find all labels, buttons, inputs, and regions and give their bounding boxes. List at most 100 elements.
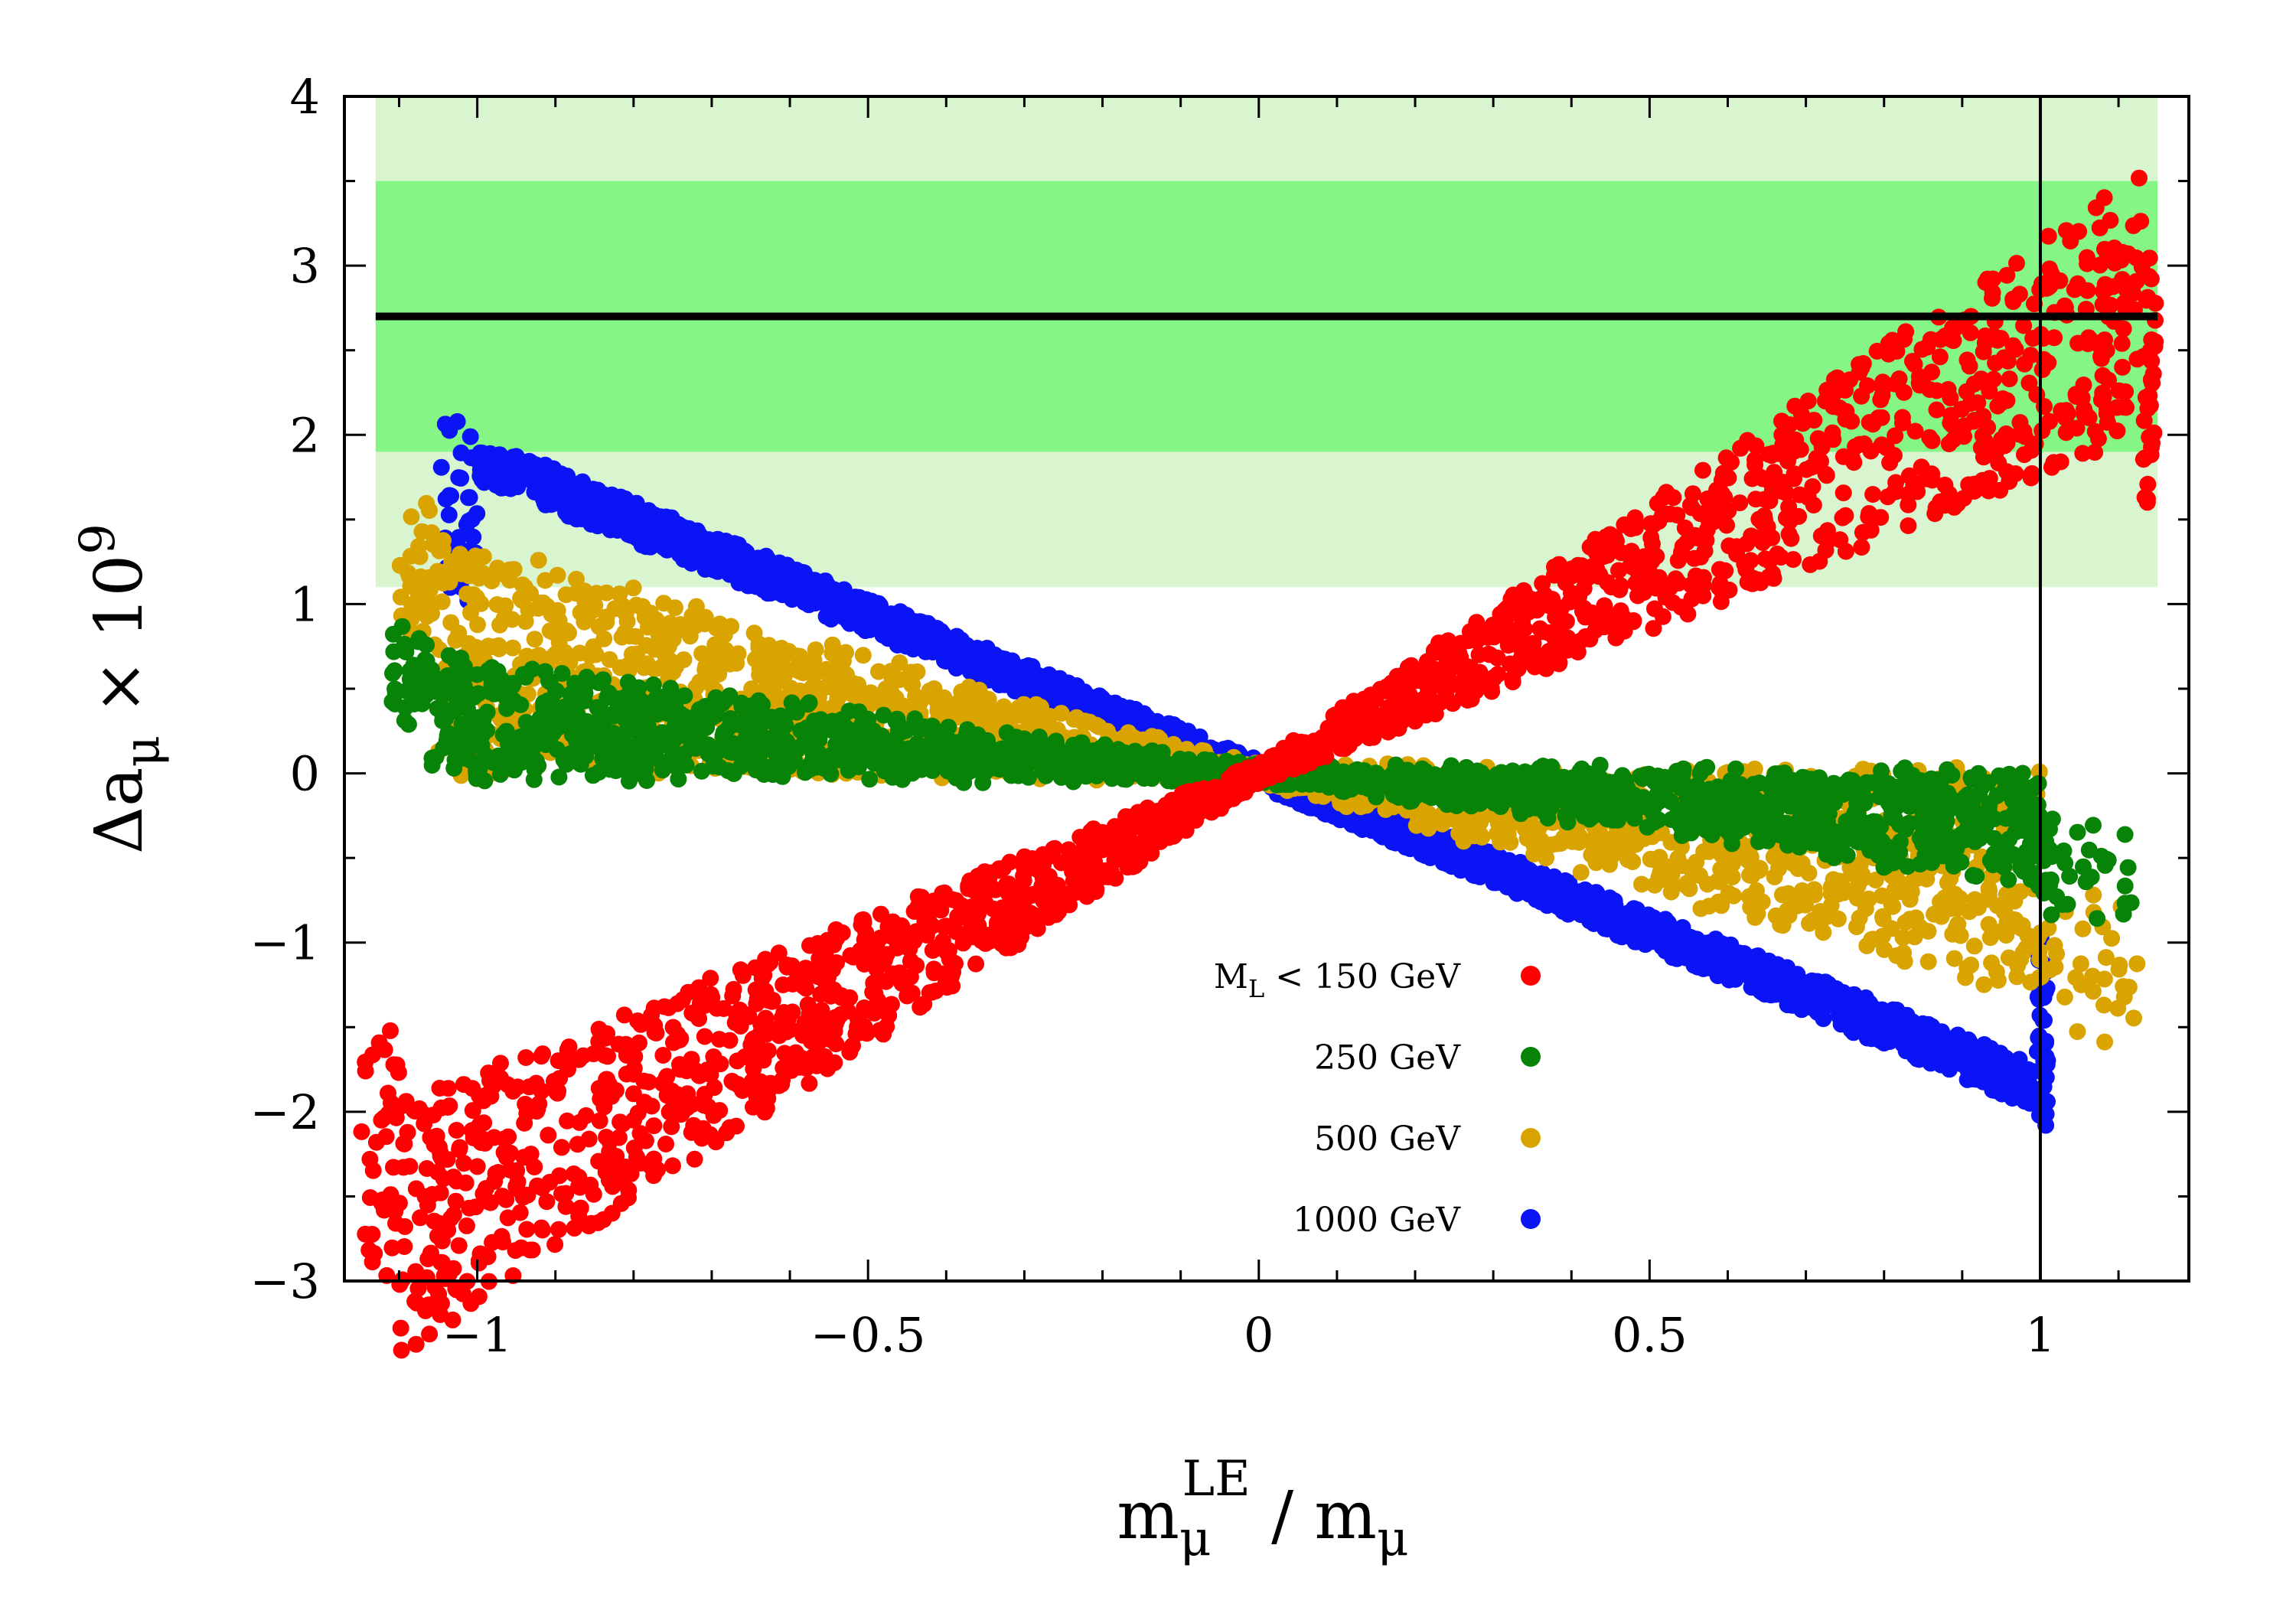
point — [1991, 1045, 2009, 1062]
point — [817, 660, 835, 678]
point — [1604, 830, 1622, 847]
point — [460, 512, 478, 530]
point — [1678, 875, 1695, 892]
point — [801, 694, 818, 712]
point — [530, 552, 547, 569]
point — [917, 643, 934, 660]
point — [504, 639, 521, 657]
point — [2125, 1009, 2142, 1027]
point — [1583, 846, 1600, 864]
point — [1401, 837, 1417, 855]
point — [1831, 872, 1849, 890]
point — [657, 510, 674, 527]
point — [875, 626, 892, 644]
point — [616, 624, 634, 641]
point — [768, 689, 786, 706]
point — [995, 698, 1013, 715]
point — [2035, 1052, 2053, 1070]
point — [1988, 1071, 2006, 1089]
point — [1023, 668, 1040, 686]
point — [1055, 676, 1073, 694]
point — [508, 474, 526, 491]
point — [1701, 843, 1718, 860]
point — [773, 651, 791, 669]
point — [1453, 818, 1471, 836]
point — [1541, 891, 1558, 908]
point — [1439, 856, 1456, 872]
point — [437, 491, 455, 508]
point — [823, 608, 840, 625]
point — [881, 612, 898, 630]
point — [1896, 953, 1913, 970]
point — [612, 488, 629, 506]
point — [854, 647, 872, 664]
point — [1490, 872, 1507, 889]
point — [985, 666, 1003, 683]
point — [1572, 864, 1590, 881]
point — [1981, 929, 1999, 947]
point — [536, 494, 553, 512]
point — [696, 608, 714, 626]
point — [1420, 836, 1437, 852]
point — [908, 663, 926, 680]
point — [1894, 1035, 1912, 1053]
point — [1581, 912, 1598, 930]
point — [700, 650, 718, 667]
point — [1983, 954, 2001, 972]
point — [696, 532, 713, 549]
point — [1752, 983, 1769, 1000]
point — [1345, 816, 1363, 833]
point — [1127, 700, 1144, 718]
point — [1980, 886, 1998, 904]
point — [504, 611, 521, 628]
point — [560, 624, 577, 642]
point — [622, 526, 640, 544]
point — [787, 569, 804, 587]
point — [403, 508, 420, 526]
point — [1866, 1028, 1883, 1045]
point — [2109, 999, 2127, 1017]
point — [1076, 712, 1094, 730]
point — [1998, 885, 2015, 903]
point — [602, 511, 619, 529]
point — [402, 547, 419, 565]
point — [2128, 955, 2146, 973]
point — [840, 684, 857, 702]
point — [1741, 866, 1758, 884]
point — [530, 478, 548, 496]
point — [1559, 878, 1577, 895]
point — [612, 659, 629, 676]
point — [1965, 937, 1983, 955]
point — [1949, 915, 1967, 933]
point — [469, 616, 486, 634]
point — [1906, 1048, 1923, 1065]
point — [436, 416, 454, 433]
point — [667, 599, 683, 617]
point — [461, 428, 479, 445]
point — [716, 618, 733, 636]
point — [2084, 967, 2102, 985]
point — [1909, 1023, 1926, 1041]
point — [1919, 953, 1937, 970]
point — [671, 517, 689, 534]
point — [1911, 918, 1929, 936]
point — [650, 626, 667, 644]
point — [2056, 988, 2073, 1006]
point — [1896, 914, 1914, 931]
point — [432, 458, 450, 476]
point — [923, 620, 941, 637]
point — [1864, 931, 1882, 948]
point — [1662, 875, 1680, 892]
point — [1778, 983, 1795, 1000]
point — [1472, 826, 1489, 843]
point — [1932, 893, 1949, 911]
point — [1801, 914, 1818, 932]
point — [625, 579, 642, 597]
point — [1958, 959, 1976, 976]
point — [1748, 970, 1766, 987]
point — [1773, 886, 1791, 904]
point — [526, 631, 543, 648]
point — [429, 562, 446, 580]
point — [489, 455, 507, 472]
